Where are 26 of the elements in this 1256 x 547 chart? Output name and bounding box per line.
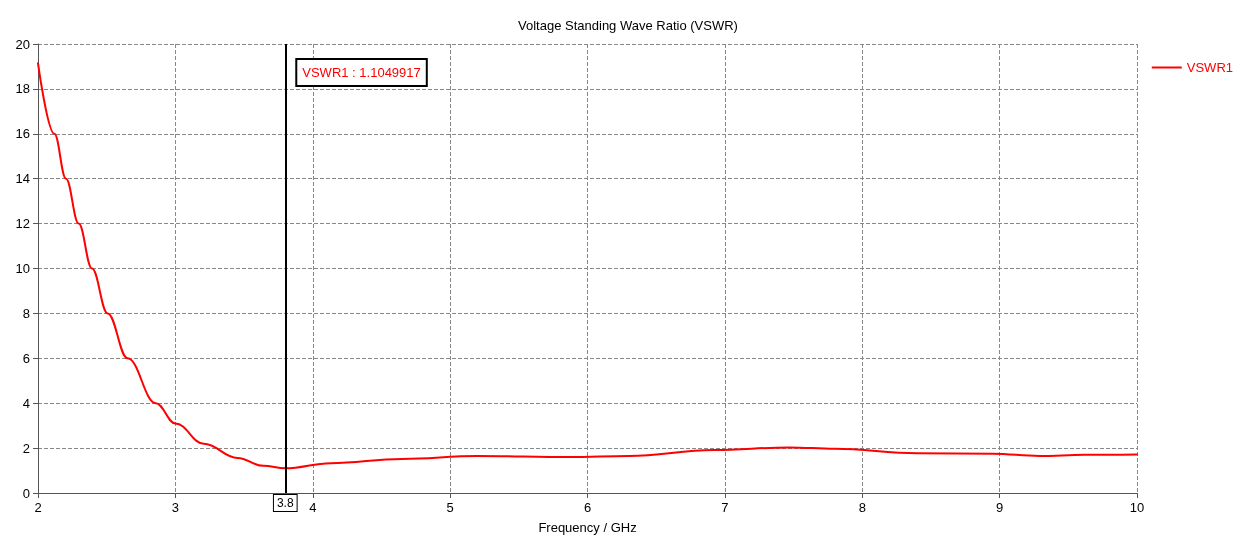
x-tick-label: 4 <box>309 500 317 515</box>
y-tick-label: 14 <box>15 171 30 187</box>
y-tick-label: 20 <box>15 36 30 52</box>
annotation: VSWR1 : 1.1049917 <box>302 65 421 80</box>
x-tick-label: 3 <box>171 500 179 515</box>
y-tick-label: 16 <box>15 126 30 142</box>
y-tick-label: 0 <box>22 485 30 501</box>
line-series <box>37 62 1138 470</box>
chart-title: Voltage Standing Wave Ratio (VSWR) <box>518 18 738 33</box>
y-tick-label: 6 <box>22 350 30 366</box>
x-tick-label: 8 <box>858 500 866 515</box>
x-tick-label: 9 <box>996 500 1004 515</box>
y-tick-label: 18 <box>15 81 30 97</box>
y-tick-label: 12 <box>15 216 30 232</box>
x-tick-label: 6 <box>583 500 592 515</box>
y-tick-label: 10 <box>15 261 30 276</box>
x-tick-label: 7 <box>721 500 729 515</box>
y-tick-label: 8 <box>22 305 30 321</box>
x-tick-label: 2 <box>34 500 42 515</box>
x-tick-label: 5 <box>446 500 454 515</box>
x-tick-label: 10 <box>1129 500 1145 515</box>
x-axis-title: Frequency / GHz <box>538 520 637 535</box>
legend-label: VSWR1 <box>1186 60 1233 75</box>
y-tick-label: 4 <box>22 395 30 411</box>
y-tick-label: 2 <box>22 440 30 456</box>
ref-line-label: 3.8 <box>276 496 294 510</box>
